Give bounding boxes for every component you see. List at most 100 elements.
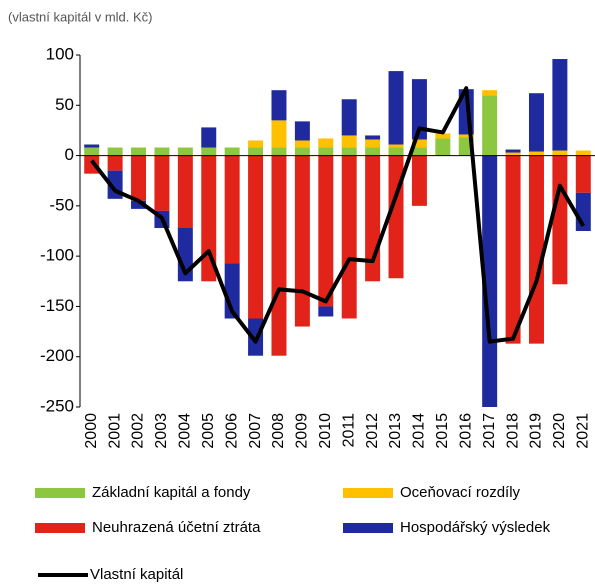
bar-segment bbox=[575, 150, 591, 156]
y-tick-label: -200 bbox=[40, 346, 74, 365]
bar-segment bbox=[248, 155, 264, 319]
bar-segment bbox=[294, 121, 310, 141]
bar-segment bbox=[552, 155, 568, 285]
bar-segment bbox=[365, 135, 381, 140]
x-tick-label: 2007 bbox=[247, 413, 264, 449]
bar-segment bbox=[341, 155, 357, 319]
x-tick-label: 2018 bbox=[504, 413, 521, 449]
bar-segment bbox=[528, 151, 544, 156]
y-tick-label: -250 bbox=[40, 396, 74, 415]
bar-segment bbox=[482, 155, 498, 407]
x-tick-label: 2005 bbox=[200, 413, 217, 449]
bar-segment bbox=[271, 147, 287, 156]
bar-segment bbox=[318, 147, 334, 156]
bar-segment bbox=[248, 147, 264, 156]
legend-label: Oceňovací rozdíly bbox=[400, 484, 521, 501]
bar-segment bbox=[341, 135, 357, 148]
bar-segment bbox=[201, 147, 217, 156]
bar-segment bbox=[224, 147, 240, 156]
bar-segment bbox=[411, 147, 427, 156]
legend-label: Vlastní kapitál bbox=[90, 566, 183, 583]
bar-segment bbox=[552, 150, 568, 156]
bar-segment bbox=[365, 147, 381, 156]
bar-segment bbox=[388, 71, 404, 145]
bar-segment bbox=[575, 155, 591, 193]
bar-segment bbox=[505, 155, 521, 344]
legend-swatch bbox=[35, 488, 85, 498]
bar-segment bbox=[341, 99, 357, 136]
x-tick-label: 2013 bbox=[387, 413, 404, 449]
y-tick-label: 50 bbox=[55, 95, 74, 114]
y-tick-label: -50 bbox=[49, 195, 74, 214]
bar-segment bbox=[271, 155, 287, 356]
bar-segment bbox=[294, 147, 310, 156]
bar-segment bbox=[458, 134, 474, 138]
bar-segment bbox=[505, 149, 521, 153]
line bbox=[90, 86, 586, 344]
x-tick-label: 2012 bbox=[364, 413, 381, 449]
bar-segment bbox=[341, 147, 357, 156]
bar-segment bbox=[482, 95, 498, 156]
bar-segment bbox=[177, 155, 193, 228]
bar-segment bbox=[201, 127, 217, 148]
bar-segment bbox=[294, 155, 310, 327]
legend-swatch bbox=[35, 523, 85, 533]
y-tick-label: 100 bbox=[46, 44, 74, 63]
y-tick-label: -150 bbox=[40, 296, 74, 315]
bar-segment bbox=[388, 147, 404, 156]
bar-segment bbox=[528, 93, 544, 152]
x-tick-label: 2011 bbox=[340, 413, 357, 448]
x-tick-label: 2010 bbox=[317, 413, 334, 449]
bar-segment bbox=[294, 140, 310, 148]
bar-segment bbox=[552, 59, 568, 151]
legend-swatch bbox=[343, 488, 393, 498]
bar-segment bbox=[248, 140, 264, 148]
x-tick-label: 2014 bbox=[411, 413, 428, 449]
bar-segment bbox=[435, 133, 451, 139]
bar-segment bbox=[435, 138, 451, 156]
x-tick-label: 2019 bbox=[528, 413, 545, 449]
legend-label: Neuhrazená účetní ztráta bbox=[92, 519, 261, 536]
x-tick-label: 2020 bbox=[551, 413, 568, 449]
bar-segment bbox=[177, 147, 193, 156]
bar-segment bbox=[318, 138, 334, 148]
bar-segment bbox=[388, 155, 404, 279]
bar-segment bbox=[84, 144, 100, 148]
x-tick-label: 2009 bbox=[294, 413, 311, 449]
x-tick-label: 2001 bbox=[106, 413, 123, 449]
bar-segment bbox=[365, 139, 381, 148]
x-tick-label: 2021 bbox=[575, 413, 592, 449]
x-tick-label: 2015 bbox=[434, 413, 451, 449]
bar-segment bbox=[201, 155, 217, 282]
legend-swatch bbox=[343, 523, 393, 533]
bar-segment bbox=[154, 147, 170, 156]
x-tick-label: 2004 bbox=[177, 413, 194, 449]
bar-segment bbox=[271, 120, 287, 148]
x-tick-label: 2008 bbox=[270, 413, 287, 449]
bar-segment bbox=[84, 155, 100, 174]
y-tick-label: -100 bbox=[40, 246, 74, 265]
bar-segment bbox=[411, 79, 427, 140]
bar-segment bbox=[411, 155, 427, 206]
bar-segment bbox=[318, 155, 334, 307]
bar-segment bbox=[482, 90, 498, 96]
x-tick-label: 2016 bbox=[457, 413, 474, 449]
x-tick-label: 2017 bbox=[481, 413, 498, 449]
x-tick-label: 2006 bbox=[223, 413, 240, 449]
bar-segment bbox=[224, 155, 240, 264]
bar-segment bbox=[131, 200, 147, 209]
bar-segment bbox=[318, 306, 334, 317]
x-tick-label: 2003 bbox=[153, 413, 170, 449]
bar-segment bbox=[271, 90, 287, 121]
y-tick-label: 0 bbox=[65, 145, 74, 164]
legend-label: Základní kapitál a fondy bbox=[92, 484, 251, 501]
bar-segment bbox=[131, 147, 147, 156]
bar-segment bbox=[84, 147, 100, 156]
bar-segment bbox=[505, 152, 521, 156]
bar-segment bbox=[528, 155, 544, 344]
bar-segment bbox=[131, 155, 147, 201]
bar-segment bbox=[411, 139, 427, 148]
bar-segment bbox=[154, 155, 170, 211]
bar-segment bbox=[107, 155, 123, 171]
